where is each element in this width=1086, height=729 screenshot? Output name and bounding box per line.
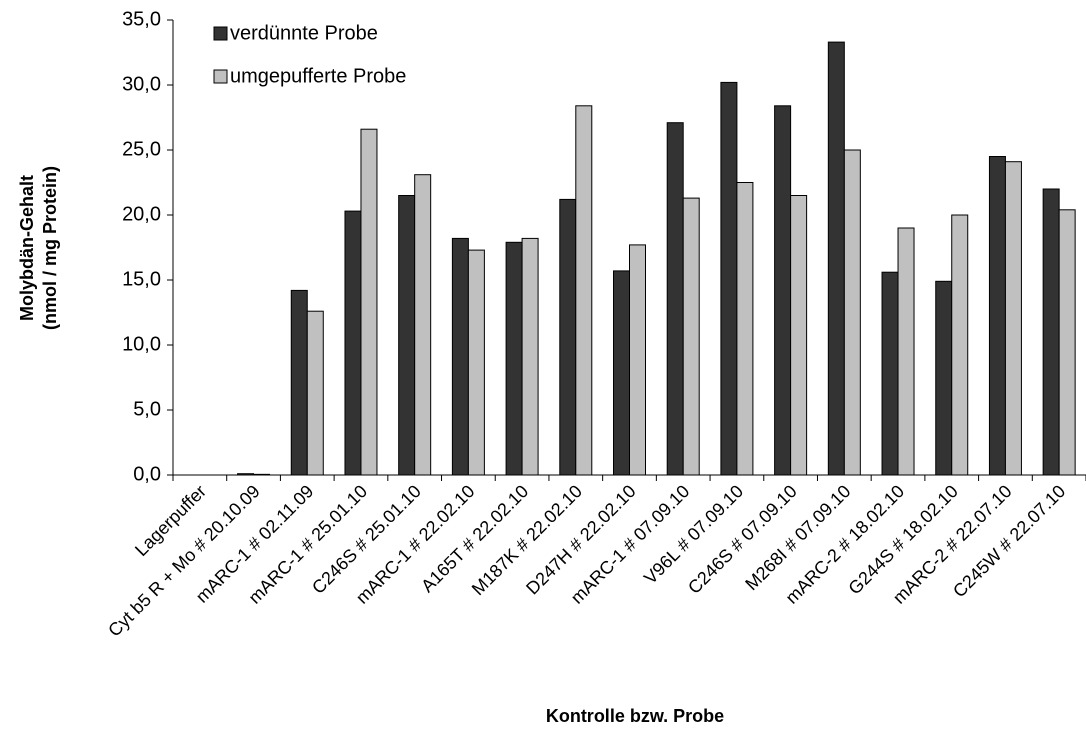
x-tick-label-group: V96L # 07.09.10 [640,481,747,588]
y-tick-label: 35,0 [122,8,161,30]
bar [951,214,969,476]
bar [1042,188,1060,476]
bar [790,195,808,476]
y-tick-label: 15,0 [122,268,161,290]
bar [360,128,378,476]
bar [827,41,845,476]
bar [935,280,953,476]
y-axis-title: (nmol / mg Protein) [40,166,60,330]
bar [575,105,593,476]
bar [451,237,469,476]
bar [344,210,362,476]
y-tick-label: 30,0 [122,73,161,95]
bar [988,156,1006,476]
legend-label: umgepufferte Probe [230,65,406,87]
legend-label: verdünnte Probe [230,22,378,44]
bar [1058,209,1076,476]
bar [521,237,539,476]
y-tick-label: 25,0 [122,138,161,160]
bar [720,81,738,476]
bar [897,227,915,476]
bar [306,310,324,476]
bar [290,289,308,476]
bar [881,271,899,476]
bar [736,182,754,476]
bar [1004,161,1022,476]
y-axis-title: Molybdän-Gehalt [17,175,37,321]
y-tick-label: 20,0 [122,203,161,225]
bar [505,241,523,476]
x-axis-title: Kontrolle bzw. Probe [546,706,724,726]
y-tick-label: 10,0 [122,333,161,355]
bar [414,174,432,476]
bar [666,122,684,476]
y-tick-label: 0,0 [133,463,161,485]
bar [682,197,700,476]
bar [843,149,861,476]
bar [774,105,792,476]
bar [613,270,630,476]
y-tick-label: 5,0 [133,398,161,420]
bar [559,198,577,476]
x-tick-label: V96L # 07.09.10 [640,481,747,588]
legend-swatch [213,69,228,84]
bar [629,244,646,476]
bar [398,195,416,476]
bar [467,249,485,476]
legend-swatch [213,26,228,41]
